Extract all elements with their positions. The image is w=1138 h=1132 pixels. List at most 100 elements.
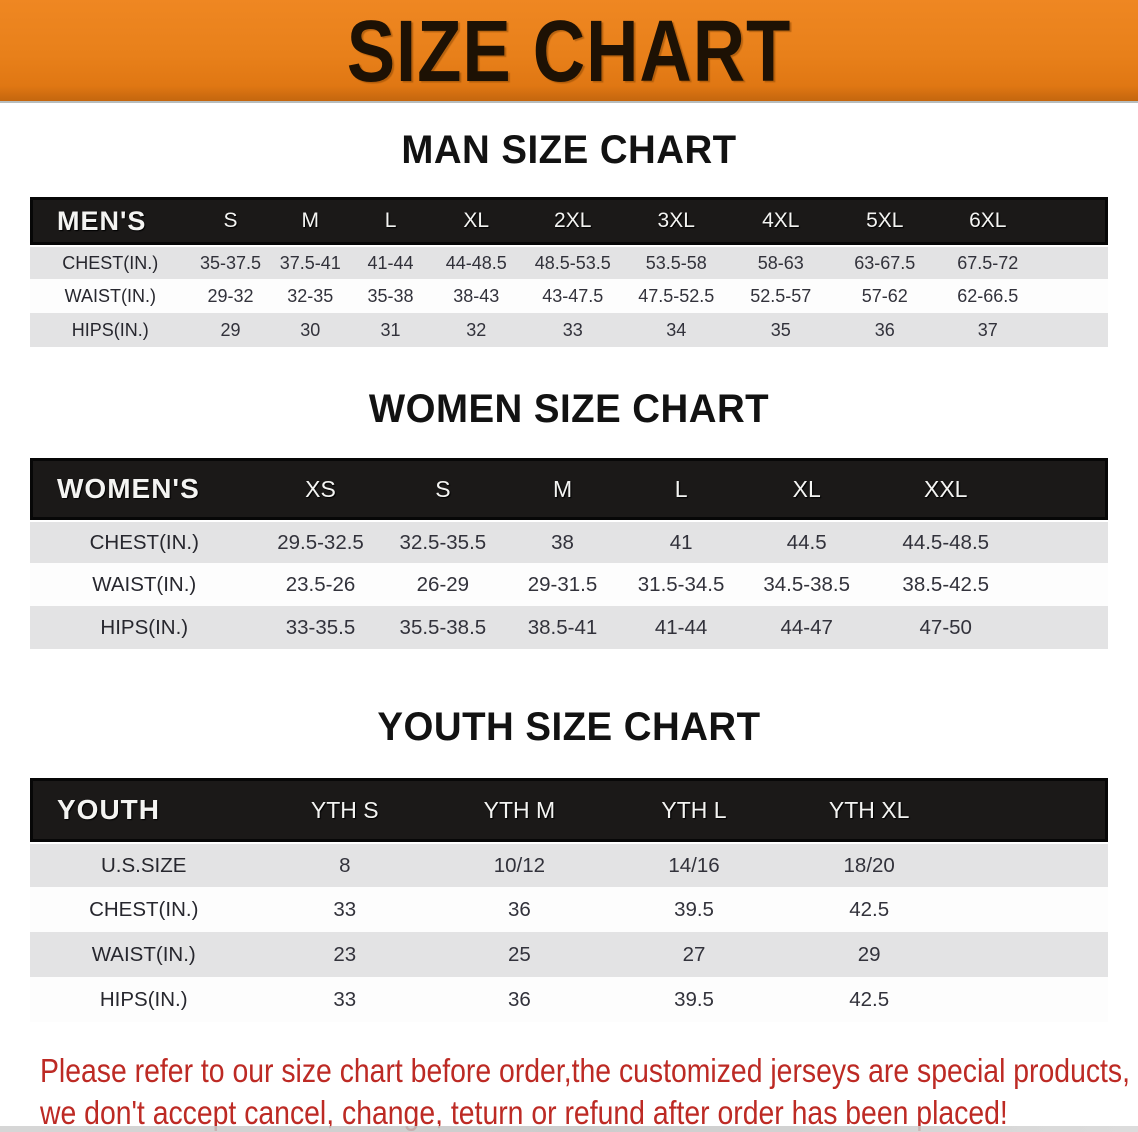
size-column-header: XS bbox=[258, 458, 383, 520]
section-womens: WOMEN SIZE CHART WOMEN'S XS S M L XL XXL CHEST(I… bbox=[0, 387, 1138, 649]
size-column-header: YTH L bbox=[606, 778, 782, 842]
size-value-cell: 33 bbox=[562, 319, 583, 340]
row-label: CHEST(IN.) bbox=[30, 520, 259, 563]
size-value-cell: 52.5-57 bbox=[750, 285, 812, 306]
size-value-cell: 41-44 bbox=[350, 245, 431, 279]
size-value-cell: 29-32 bbox=[207, 285, 254, 306]
size-value-cell: 33-35.5 bbox=[285, 615, 356, 639]
table-header-row: WOMEN'S XS S M L XL XXL bbox=[30, 458, 1108, 520]
spacer-cell bbox=[957, 932, 1108, 977]
size-value-cell: 53.5-58 bbox=[623, 245, 729, 279]
disclaimer-line-1: Please refer to our size chart before or… bbox=[40, 1052, 1131, 1089]
spacer-cell bbox=[1018, 520, 1108, 563]
bottom-edge-strip bbox=[0, 1126, 1138, 1132]
size-value-cell: 35 bbox=[770, 319, 791, 340]
size-column-header: YTH M bbox=[432, 778, 607, 842]
row-label: WAIST(IN.) bbox=[64, 285, 156, 306]
table-row: CHEST(IN.) 33 36 39.5 42.5 bbox=[30, 887, 1108, 932]
size-value-cell: 32.5-35.5 bbox=[382, 520, 504, 563]
table-header-row: YOUTH YTH S YTH M YTH L YTH XL bbox=[30, 778, 1108, 842]
size-column-header: M bbox=[503, 458, 622, 520]
size-value-cell: 38 bbox=[503, 520, 622, 563]
table-row: HIPS(IN.) 29 30 31 32 33 34 35 36 37 bbox=[30, 313, 1108, 347]
section-mens: MAN SIZE CHART MEN'S S M L XL 2XL 3XL 4XL 5XL 6XL C… bbox=[0, 128, 1138, 347]
youth-size-table: YOUTH YTH S YTH M YTH L YTH XL U.S.SIZE 8 10/12… bbox=[30, 778, 1108, 1022]
size-value-cell: 34 bbox=[666, 319, 687, 340]
size-value-cell: 33 bbox=[333, 987, 357, 1011]
size-value-cell: 18/20 bbox=[781, 842, 958, 887]
size-value-cell: 44-48.5 bbox=[430, 245, 522, 279]
size-value-cell: 39.5 bbox=[674, 987, 714, 1011]
size-value-cell: 43-47.5 bbox=[542, 285, 604, 306]
size-value-cell: 29-31.5 bbox=[527, 572, 598, 596]
size-value-cell: 27 bbox=[682, 942, 706, 966]
row-label: HIPS(IN.) bbox=[100, 615, 189, 639]
size-value-cell: 47-50 bbox=[919, 615, 972, 639]
size-value-cell: 32 bbox=[466, 319, 487, 340]
size-value-cell: 36 bbox=[507, 987, 531, 1011]
size-value-cell: 62-66.5 bbox=[957, 285, 1019, 306]
size-value-cell: 38.5-42.5 bbox=[902, 572, 990, 596]
mens-section-heading: MAN SIZE CHART bbox=[401, 128, 737, 172]
size-value-cell: 14/16 bbox=[606, 842, 782, 887]
spacer-cell bbox=[1019, 606, 1109, 649]
size-column-header: XL bbox=[740, 458, 873, 520]
row-label: CHEST(IN.) bbox=[89, 897, 199, 921]
size-value-cell: 29 bbox=[220, 319, 241, 340]
size-value-cell: 35-37.5 bbox=[190, 245, 271, 279]
table-row: HIPS(IN.) 33-35.5 35.5-38.5 38.5-41 41-44 44-… bbox=[30, 606, 1108, 649]
size-value-cell: 42.5 bbox=[849, 897, 890, 921]
size-column-header: XL bbox=[430, 197, 522, 245]
size-value-cell: 41-44 bbox=[654, 615, 708, 639]
size-value-cell: 30 bbox=[300, 319, 321, 340]
row-label: U.S.SIZE bbox=[30, 842, 258, 887]
size-value-cell: 48.5-53.5 bbox=[521, 245, 624, 279]
size-value-cell: 10/12 bbox=[432, 842, 607, 887]
size-chart-sections: MAN SIZE CHART MEN'S S M L XL 2XL 3XL 4XL 5XL 6XL C… bbox=[0, 128, 1138, 1022]
size-column-header: YTH XL bbox=[781, 778, 958, 842]
size-value-cell: 37 bbox=[977, 319, 998, 340]
size-value-cell: 35-38 bbox=[367, 285, 414, 306]
size-value-cell: 44.5 bbox=[740, 520, 873, 563]
row-label: WAIST(IN.) bbox=[91, 942, 196, 966]
size-column-header: S bbox=[382, 458, 504, 520]
size-value-cell: 67.5-72 bbox=[936, 245, 1039, 279]
size-value-cell: 39.5 bbox=[674, 897, 714, 921]
spacer-cell bbox=[1039, 279, 1108, 313]
size-value-cell: 42.5 bbox=[849, 987, 890, 1011]
size-value-cell: 34.5-38.5 bbox=[763, 572, 850, 596]
spacer-cell bbox=[957, 842, 1108, 887]
section-youth: YOUTH SIZE CHART YOUTH YTH S YTH M YTH L YTH … bbox=[0, 705, 1138, 1022]
size-value-cell: 58-63 bbox=[728, 245, 834, 279]
row-label: CHEST(IN.) bbox=[30, 245, 191, 279]
table-row: CHEST(IN.) 35-37.5 37.5-41 41-44 44-48.5 48.5… bbox=[30, 245, 1108, 279]
size-value-cell: 57-62 bbox=[861, 285, 908, 306]
table-row: HIPS(IN.) 33 36 39.5 42.5 bbox=[30, 977, 1108, 1022]
row-label: HIPS(IN.) bbox=[71, 319, 149, 340]
spacer-cell bbox=[957, 977, 1108, 1022]
size-value-cell: 36 bbox=[874, 319, 895, 340]
table-row: CHEST(IN.) 29.5-32.5 32.5-35.5 38 41 44.5 44.5… bbox=[30, 520, 1108, 563]
size-value-cell: 38-43 bbox=[453, 285, 500, 306]
size-value-cell: 25 bbox=[507, 942, 531, 966]
size-column-header: XXL bbox=[872, 458, 1019, 520]
size-value-cell: 47.5-52.5 bbox=[638, 285, 715, 306]
banner: SIZE CHART bbox=[0, 0, 1138, 103]
corner-label: WOMEN'S bbox=[30, 458, 259, 520]
size-value-cell: 41 bbox=[621, 520, 741, 563]
table-row: U.S.SIZE 8 10/12 14/16 18/20 bbox=[30, 842, 1108, 887]
size-value-cell: 29.5-32.5 bbox=[258, 520, 383, 563]
size-value-cell: 8 bbox=[257, 842, 433, 887]
row-label: HIPS(IN.) bbox=[99, 987, 188, 1011]
corner-label: MEN'S bbox=[30, 197, 191, 245]
table-row: WAIST(IN.) 29-32 32-35 35-38 38-43 43-47.5 47.… bbox=[30, 279, 1108, 313]
size-value-cell: 44.5-48.5 bbox=[872, 520, 1019, 563]
womens-section-heading: WOMEN SIZE CHART bbox=[368, 387, 770, 431]
spacer-cell bbox=[957, 778, 1108, 842]
size-column-header: 3XL bbox=[623, 197, 729, 245]
mens-size-table: MEN'S S M L XL 2XL 3XL 4XL 5XL 6XL CHEST(IN.) 35-37… bbox=[30, 197, 1108, 347]
corner-label: YOUTH bbox=[30, 778, 258, 842]
size-value-cell: 33 bbox=[333, 897, 357, 921]
size-value-cell: 36 bbox=[507, 897, 531, 921]
